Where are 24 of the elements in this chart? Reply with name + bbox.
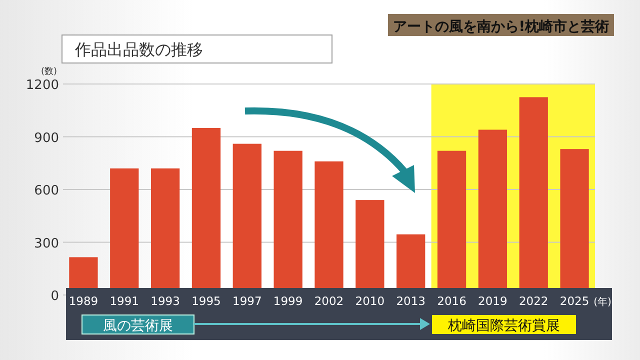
x-tick-label: 1991 <box>110 294 140 308</box>
x-tick-label: 2022 <box>518 294 548 308</box>
x-tick-label: 1997 <box>232 294 262 308</box>
x-tick-label: 2010 <box>355 294 385 308</box>
y-tick-label: 900 <box>34 130 59 146</box>
x-tick-label: 2016 <box>437 294 466 308</box>
y-axis-title: (数) <box>40 66 58 77</box>
chart-title: 作品出品数の推移 <box>74 40 203 59</box>
y-tick-label: 300 <box>34 236 59 252</box>
x-tick-label: 1995 <box>192 294 221 308</box>
x-tick-label: 1989 <box>68 294 98 308</box>
x-tick-label: 1993 <box>150 294 180 308</box>
x-tick-label: 2019 <box>478 294 508 308</box>
x-tick-label: 1999 <box>273 294 303 308</box>
y-tick-label: 600 <box>34 184 59 198</box>
x-tick-label: 2002 <box>314 294 344 308</box>
text: 枕崎国際芸術賞展 <box>447 318 560 334</box>
text: 風の芸術展 <box>103 318 173 334</box>
x-tick-label: 2025 <box>560 294 590 308</box>
y-tick-label: 1200 <box>26 78 59 93</box>
x-tick-label: 2013 <box>396 294 426 308</box>
chart-subtitle: アートの風を南から!枕崎市と芸術 <box>392 18 610 35</box>
y-tick-label: 0 <box>50 289 59 304</box>
x-axis-title: (年) <box>594 296 612 308</box>
